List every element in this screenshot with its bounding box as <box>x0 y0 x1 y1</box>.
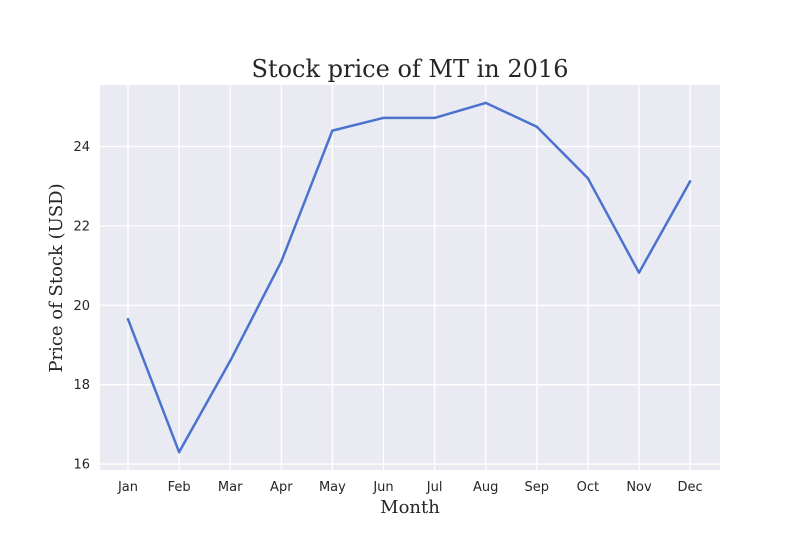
data-point <box>177 450 181 454</box>
y-axis-label: Price of Stock (USD) <box>46 183 67 372</box>
chart-title: Stock price of MT in 2016 <box>252 55 569 83</box>
x-tick-label: Jun <box>372 480 393 495</box>
x-tick-label: Mar <box>218 480 243 495</box>
data-point <box>331 129 334 132</box>
x-tick-label: Feb <box>168 480 191 495</box>
y-tick-label: 20 <box>73 299 90 314</box>
y-tick-label: 24 <box>73 140 90 155</box>
x-axis-ticks: Jan Feb Mar Apr May Jun Jul Aug Sep Oct Nov Dec <box>117 480 703 495</box>
data-point <box>535 125 538 128</box>
x-tick-label: Jul <box>426 480 443 495</box>
x-tick-label: Dec <box>678 480 703 495</box>
data-point <box>484 101 487 105</box>
x-tick-label: Oct <box>577 480 599 495</box>
data-point <box>229 359 232 363</box>
data-point <box>637 271 641 274</box>
x-tick-label: Apr <box>270 480 293 495</box>
data-point <box>126 317 130 321</box>
x-tick-label: May <box>319 480 346 495</box>
x-tick-label: Nov <box>626 480 652 495</box>
data-point <box>586 177 590 180</box>
x-axis-label: Month <box>380 497 440 518</box>
plot-area <box>100 85 720 470</box>
y-tick-label: 18 <box>73 378 90 393</box>
data-point <box>688 180 692 183</box>
x-tick-label: Aug <box>473 480 498 495</box>
data-point <box>382 116 385 120</box>
y-tick-label: 16 <box>73 458 90 473</box>
x-tick-label: Sep <box>525 480 550 495</box>
grid-lines <box>100 85 720 470</box>
data-point <box>433 116 436 120</box>
series-layer <box>126 101 692 454</box>
series-line <box>126 101 692 454</box>
x-tick-label: Jan <box>117 480 138 495</box>
y-tick-label: 22 <box>73 219 90 234</box>
y-axis-ticks: 16 18 20 22 24 <box>73 140 90 473</box>
data-point <box>280 260 283 263</box>
